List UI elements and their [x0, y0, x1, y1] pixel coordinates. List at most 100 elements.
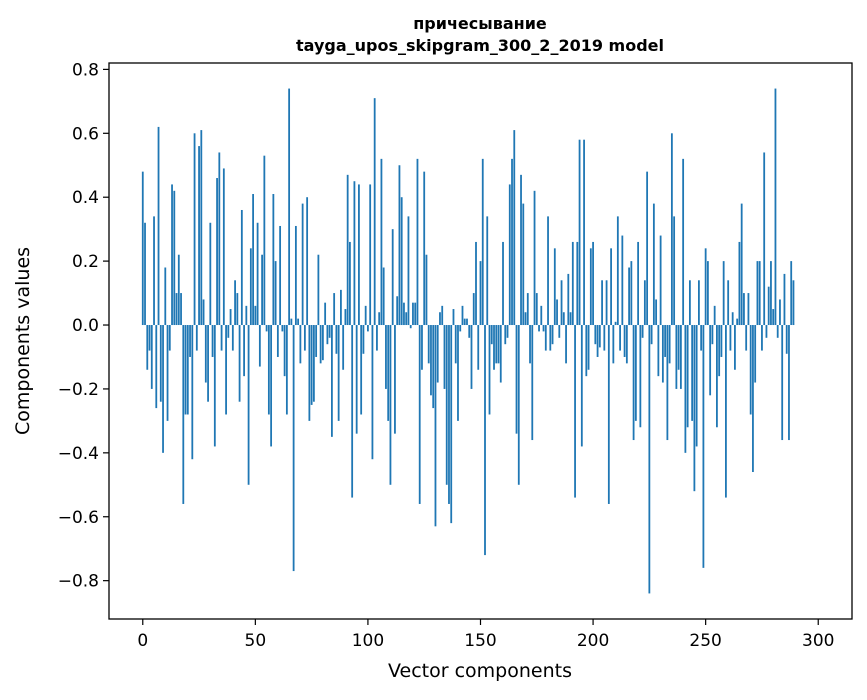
bar [364, 305, 367, 326]
bar [686, 325, 689, 428]
bar [252, 194, 254, 326]
bar [468, 325, 471, 338]
y-axis-label: Components values [12, 247, 34, 435]
bar [517, 325, 520, 485]
bar [301, 203, 304, 326]
bar [182, 325, 185, 504]
bar [159, 325, 162, 402]
bar [216, 178, 218, 326]
bar [661, 325, 664, 383]
bar [646, 171, 649, 326]
bar [310, 325, 313, 405]
bar [412, 302, 414, 326]
bar [524, 312, 527, 326]
bar [430, 325, 432, 396]
bar [576, 241, 579, 326]
bar [385, 325, 387, 389]
bar [396, 296, 399, 326]
bar [529, 325, 531, 364]
bar [466, 318, 468, 326]
bar [666, 325, 669, 441]
y-tick-label: −0.2 [58, 380, 99, 400]
bar [245, 305, 248, 326]
bar [551, 325, 554, 345]
bar [177, 254, 180, 326]
bar [283, 325, 286, 377]
bar [720, 325, 723, 357]
y-tick-label: 0.8 [72, 60, 99, 80]
bar [173, 190, 176, 326]
bar [589, 248, 592, 326]
bar [146, 325, 149, 370]
bar [776, 325, 779, 338]
bar [360, 325, 363, 415]
bar [560, 280, 563, 326]
bar [772, 309, 775, 326]
bar [538, 325, 540, 332]
bar [234, 280, 236, 326]
bar [227, 325, 230, 338]
bar [513, 130, 516, 326]
bar [470, 325, 473, 389]
bar [688, 280, 691, 326]
bar [540, 305, 543, 326]
bar [362, 325, 365, 354]
bar [358, 184, 360, 326]
bar [612, 325, 615, 364]
bar [195, 325, 198, 351]
bar [657, 325, 660, 377]
bar [779, 299, 781, 326]
bar [578, 139, 581, 326]
y-tick-label: −0.6 [58, 508, 99, 528]
bar [249, 248, 252, 326]
bar [171, 184, 173, 326]
bar [229, 309, 232, 326]
bar [781, 325, 784, 441]
bar [506, 325, 509, 338]
bar [756, 261, 759, 326]
bar [749, 325, 752, 415]
bar [258, 325, 261, 367]
bar [677, 325, 680, 370]
bar [621, 235, 624, 326]
bar [481, 158, 484, 326]
bar [580, 325, 583, 447]
bar [520, 174, 522, 326]
bar [623, 325, 626, 357]
bar [367, 325, 369, 332]
x-axis-ticks: 0 50 100 150 200 250 300 [137, 619, 834, 651]
bar [394, 325, 396, 434]
bar [788, 325, 790, 441]
bar [488, 325, 491, 415]
bar [533, 190, 536, 326]
bar [416, 158, 419, 326]
bar [707, 261, 709, 326]
bar [236, 293, 239, 326]
bar [443, 325, 446, 389]
bar [490, 325, 493, 345]
bars-layer [141, 88, 795, 594]
bar [335, 325, 338, 354]
bar [247, 325, 250, 485]
bar [709, 325, 712, 396]
bar [164, 267, 167, 326]
bar [668, 325, 671, 364]
bar [664, 325, 667, 357]
y-tick-label: 0.4 [72, 188, 99, 208]
bar [650, 325, 653, 345]
bar [790, 261, 793, 326]
bar [743, 293, 745, 326]
y-tick-label: 0.6 [72, 124, 99, 144]
bar [200, 130, 203, 326]
bar [421, 325, 423, 370]
bar [508, 184, 511, 326]
bar [254, 305, 257, 326]
bar [299, 325, 302, 364]
bar [574, 325, 576, 498]
bar [761, 325, 763, 351]
bar [319, 325, 322, 364]
bar [240, 209, 243, 326]
bar [594, 325, 597, 345]
x-tick-label: 250 [689, 631, 721, 651]
bar [414, 302, 417, 326]
